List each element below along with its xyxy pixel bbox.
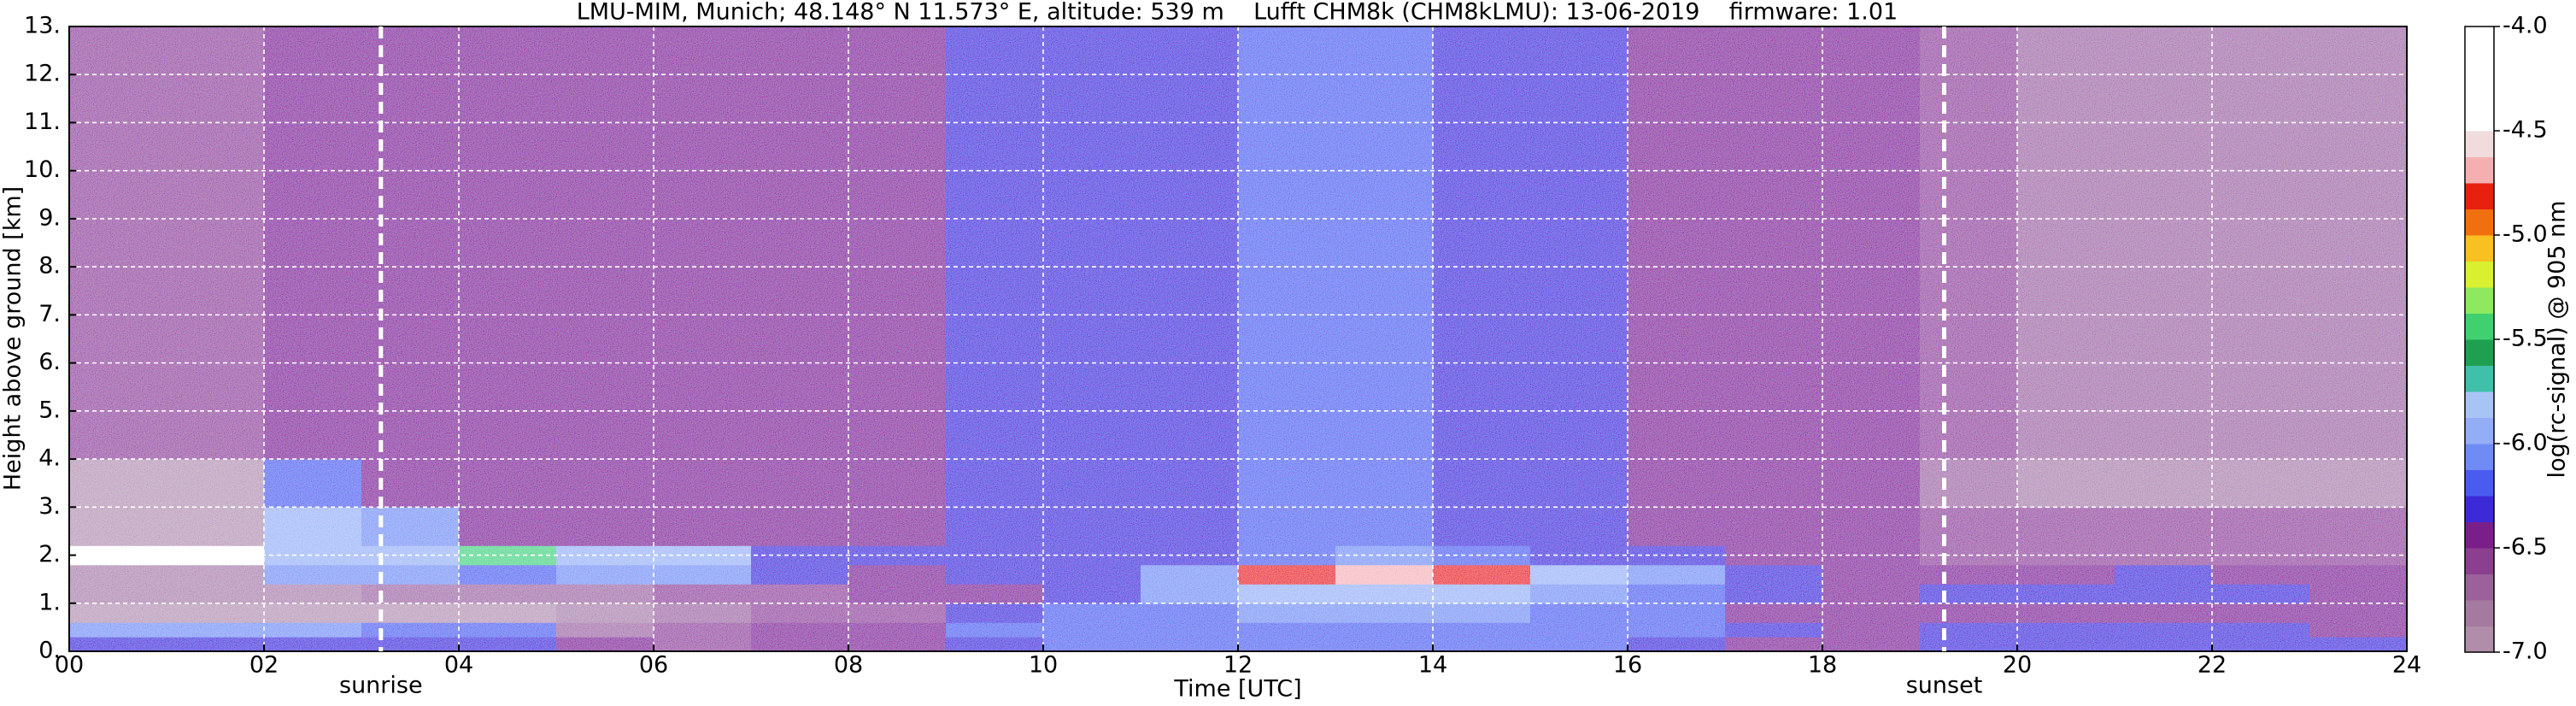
- colorbar-tick-label: -6.0: [2503, 430, 2548, 456]
- colorbar-segment: [2465, 365, 2494, 392]
- x-axis-label: Time [UTC]: [1173, 676, 1301, 703]
- y-tick-label: 12.: [24, 61, 61, 87]
- colorbar: -7.0 -6.5 -6.0 -5.5 -5.0 -4.5 -4.0: [2464, 13, 2548, 665]
- colorbar-segment: [2465, 79, 2494, 105]
- y-tick-label: 13.: [24, 13, 61, 39]
- x-tick-label: 20: [2003, 652, 2032, 679]
- colorbar-tick-label: -5.5: [2503, 326, 2548, 352]
- chart-title: LMU-MIM, Munich; 48.148° N 11.573° E, al…: [577, 0, 1898, 26]
- y-tick-label: 7.: [38, 301, 61, 327]
- colorbar-segment: [2465, 339, 2494, 366]
- colorbar-segment: [2465, 156, 2494, 184]
- x-tick-label: 10: [1029, 652, 1058, 679]
- colorbar-segment: [2465, 626, 2494, 653]
- y-tick-label: 10.: [24, 156, 61, 183]
- colorbar-tick-label: -4.0: [2503, 13, 2548, 39]
- y-tick-label: 8.: [38, 253, 61, 279]
- colorbar-tick-label: -5.0: [2503, 221, 2548, 248]
- x-tick-label: 24: [2392, 652, 2421, 679]
- x-tick-label: 00: [55, 652, 84, 679]
- colorbar-segment: [2465, 444, 2494, 470]
- x-tick-label: 18: [1808, 652, 1837, 679]
- colorbar-segment: [2465, 496, 2494, 522]
- colorbar-tick-label: -7.0: [2503, 638, 2548, 665]
- y-tick-label: 4.: [38, 445, 61, 472]
- colorbar-segment: [2465, 313, 2494, 340]
- colorbar-segment: [2465, 235, 2494, 262]
- x-tick-label: 06: [639, 652, 668, 679]
- colorbar-segment: [2465, 26, 2494, 53]
- y-tick-label: 5.: [38, 397, 61, 423]
- y-axis-label: Height above ground [km]: [0, 186, 26, 491]
- grid: [68, 26, 2408, 652]
- colorbar-segment: [2465, 600, 2494, 627]
- colorbar-segment: [2465, 52, 2494, 79]
- y-tick-label: 1.: [38, 589, 61, 615]
- colorbar-segment: [2465, 104, 2494, 132]
- colorbar-label: log(rc-signal) @ 905 nm: [2544, 201, 2571, 479]
- y-tick-label: 0.: [38, 638, 61, 664]
- colorbar-segment: [2465, 287, 2494, 314]
- x-tick-label: 22: [2198, 652, 2227, 679]
- y-tick-label: 11.: [24, 109, 61, 135]
- y-tick-label: 2.: [38, 541, 61, 568]
- x-tick-label: 04: [444, 652, 473, 679]
- colorbar-segment: [2465, 261, 2494, 288]
- x-tick-label: 14: [1418, 652, 1447, 679]
- y-tick-label: 3.: [38, 493, 61, 520]
- colorbar-tick-label: -4.5: [2503, 117, 2548, 144]
- colorbar-segment: [2465, 469, 2494, 497]
- colorbar-segment: [2465, 391, 2494, 418]
- colorbar-segment: [2465, 574, 2494, 601]
- y-tick-label: 9.: [38, 204, 61, 231]
- colorbar-segment: [2465, 521, 2494, 549]
- annotation-label: sunset: [1906, 673, 1983, 699]
- colorbar-segment: [2465, 183, 2494, 209]
- colorbar-segment: [2465, 548, 2494, 574]
- colorbar-segment: [2465, 131, 2494, 157]
- colorbar-segment: [2465, 209, 2494, 236]
- x-tick-label: 08: [834, 652, 863, 679]
- y-tick-label: 6.: [38, 349, 61, 375]
- colorbar-segment: [2465, 417, 2494, 444]
- x-tick-label: 02: [249, 652, 279, 679]
- annotation-label: sunrise: [339, 673, 423, 699]
- colorbar-tick-label: -6.5: [2503, 534, 2548, 561]
- x-tick-label: 16: [1613, 652, 1642, 679]
- x-tick-label: 12: [1223, 652, 1253, 679]
